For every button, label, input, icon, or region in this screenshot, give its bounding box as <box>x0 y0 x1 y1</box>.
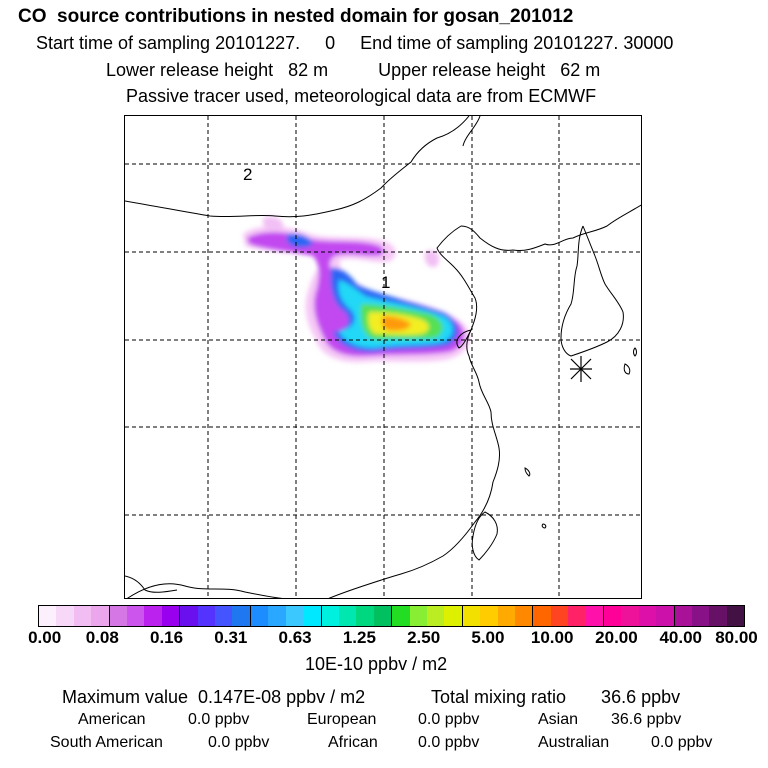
african-label: African <box>328 734 378 751</box>
plume-core <box>381 316 411 331</box>
european-value: 0.0 ppbv <box>418 711 480 728</box>
colorbar-tick-label: 1.25 <box>342 628 376 647</box>
colorbar-segment <box>497 606 515 626</box>
colorbar-segment <box>232 606 251 626</box>
colorbar-segment <box>392 606 410 626</box>
colorbar-segment <box>709 606 727 626</box>
asian-label: Asian <box>538 711 579 728</box>
map-label-1: 1 <box>381 273 390 292</box>
colorbar-segment <box>161 606 181 626</box>
colorbar-segment <box>444 606 463 626</box>
plume-north-lobe <box>263 216 284 231</box>
colorbar-segment <box>356 606 374 626</box>
colorbar-segment <box>514 606 534 626</box>
colorbar-segment <box>674 606 693 626</box>
colorbar-segment <box>338 606 357 626</box>
colorbar-segment <box>533 606 551 626</box>
colorbar-segment <box>109 606 128 626</box>
colorbar-tick-label: 0.00 <box>28 628 62 647</box>
colorbar-tick-label: 5.00 <box>471 628 505 647</box>
european-label: European <box>307 711 377 728</box>
map-canvas: 2 1 <box>125 116 641 598</box>
colorbar-segment <box>91 606 110 626</box>
colorbar-units: 10E-10 ppbv / m2 <box>305 654 448 674</box>
south-american-label: South American <box>50 734 163 751</box>
colorbar-segment <box>621 606 639 626</box>
colorbar-tick-label: 0.63 <box>278 628 312 647</box>
colorbar-segment <box>285 606 304 626</box>
colorbar-segment <box>215 606 233 626</box>
colorbar-tick-label: 2.50 <box>407 628 441 647</box>
colorbar-segment <box>250 606 269 626</box>
concentration-plume <box>243 216 470 363</box>
colorbar-segment <box>726 606 745 626</box>
colorbar-tick-label: 0.31 <box>214 628 248 647</box>
colorbar-segment <box>303 606 322 626</box>
colorbar-tick-label: 10.00 <box>530 628 574 647</box>
colorbar-segment <box>197 606 216 626</box>
colorbar-segment <box>656 606 675 626</box>
colorbar-segment <box>73 606 92 626</box>
colorbar-segment <box>426 606 445 626</box>
colorbar-segment <box>268 606 286 626</box>
american-label: American <box>78 711 146 728</box>
colorbar-tick-label: 0.08 <box>85 628 119 647</box>
south-american-value: 0.0 ppbv <box>208 734 270 751</box>
colorbar-segment <box>585 606 604 626</box>
colorbar-segment <box>480 606 498 626</box>
colorbar-segment <box>462 606 481 626</box>
colorbar <box>38 605 745 627</box>
asian-value: 36.6 ppbv <box>611 711 682 728</box>
total-mixing-ratio: Total mixing ratio 36.6 ppbv <box>431 687 681 707</box>
colorbar-segment <box>568 606 586 626</box>
australian-label: Australian <box>538 734 610 751</box>
colorbar-segment <box>409 606 427 626</box>
figure-title: CO source contributions in nested domain… <box>18 6 574 27</box>
max-value: Maximum value 0.147E-08 ppbv / m2 <box>62 687 366 707</box>
australian-value: 0.0 ppbv <box>651 734 713 751</box>
colorbar-ticks: 0.00 0.08 0.16 0.31 0.63 1.25 2.50 5.00 10.00 20.… <box>0 628 768 652</box>
release-height-line: Lower release height 82 m Upper release … <box>106 60 601 80</box>
colorbar-segment <box>638 606 657 626</box>
colorbar-segment <box>373 606 393 626</box>
colorbar-segment <box>692 606 710 626</box>
sampling-time-line: Start time of sampling 20101227. 0 End t… <box>36 33 674 53</box>
colorbar-segment <box>321 606 339 626</box>
colorbar-tick-label: 40.00 <box>659 628 702 647</box>
colorbar-tick-label: 0.16 <box>149 628 184 647</box>
map-label-2: 2 <box>243 165 252 184</box>
map-panel: 2 1 <box>124 115 642 599</box>
coastlines <box>125 116 641 598</box>
colorbar-tick-label: 20.00 <box>595 628 638 647</box>
colorbar-segment <box>39 606 57 626</box>
colorbar-segment <box>604 606 622 626</box>
colorbar-segment <box>180 606 198 626</box>
colorbar-segment <box>127 606 145 626</box>
plume-northeast-lobe <box>424 250 440 268</box>
colorbar-segment <box>144 606 162 626</box>
colorbar-segment <box>56 606 74 626</box>
graticule <box>125 116 641 598</box>
asterisk-receptor-icon <box>570 356 592 382</box>
tracer-info-line: Passive tracer used, meteorological data… <box>126 86 597 106</box>
african-value: 0.0 ppbv <box>418 734 480 751</box>
american-value: 0.0 ppbv <box>188 711 250 728</box>
colorbar-tick-label: 80.00 <box>715 628 758 647</box>
colorbar-segment <box>550 606 569 626</box>
